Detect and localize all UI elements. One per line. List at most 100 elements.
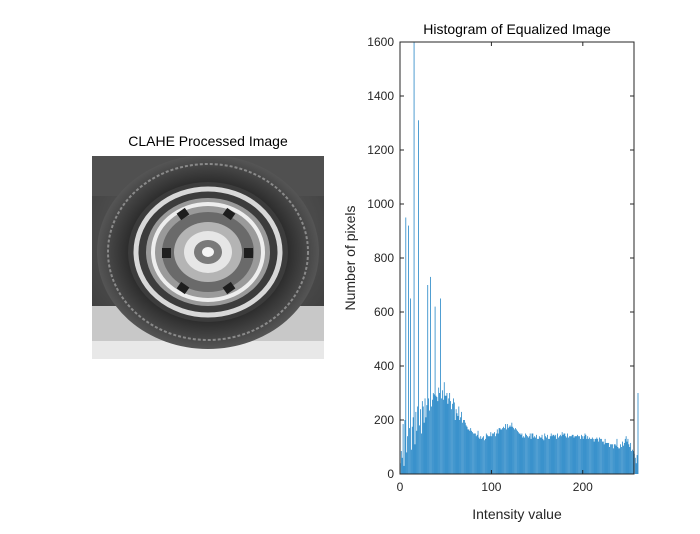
histogram-bar: [565, 436, 566, 474]
histogram-bar: [490, 432, 491, 474]
histogram-bar: [414, 42, 415, 474]
histogram-bar: [477, 435, 478, 474]
histogram-bar: [613, 448, 614, 474]
histogram-bar: [522, 434, 523, 475]
histogram-bar: [469, 431, 470, 474]
histogram-bar: [470, 428, 471, 474]
histogram-bar: [573, 435, 574, 474]
histogram-bar: [550, 436, 551, 474]
histogram-bar: [574, 438, 575, 474]
histogram-bar: [403, 424, 404, 474]
histogram-bar: [566, 438, 567, 474]
histogram-bar: [577, 435, 578, 474]
histogram-bar: [563, 435, 564, 474]
histogram-bar: [405, 218, 406, 475]
histogram-bar: [514, 429, 515, 474]
histogram-bar: [537, 439, 538, 474]
histogram-bar: [409, 428, 410, 474]
histogram-bar: [626, 436, 627, 474]
histogram-bar: [463, 420, 464, 474]
histogram-bar: [460, 417, 461, 474]
histogram-bar: [488, 436, 489, 474]
y-tick-label: 1000: [367, 197, 394, 211]
histogram-bar: [437, 401, 438, 474]
histogram-bar: [620, 444, 621, 474]
histogram-bar: [540, 438, 541, 474]
histogram-bar: [508, 428, 509, 474]
histogram-bar: [427, 285, 428, 474]
histogram-bar: [501, 429, 502, 474]
histogram-bar: [504, 428, 505, 474]
histogram-bar: [512, 423, 513, 474]
histogram-bar: [536, 435, 537, 474]
histogram-bar: [556, 439, 557, 474]
histogram-bar: [493, 434, 494, 475]
histogram-bar: [630, 443, 631, 474]
histogram-bar: [465, 423, 466, 474]
histogram-bar: [449, 393, 450, 474]
histogram-bar: [588, 439, 589, 474]
histogram-bar: [598, 442, 599, 474]
histogram-bar: [576, 436, 577, 474]
histogram-bar: [448, 404, 449, 474]
histogram-bar: [494, 432, 495, 474]
histogram-bar: [529, 436, 530, 474]
histogram-bar: [632, 450, 633, 474]
histogram-bar: [637, 455, 638, 474]
histogram-bar: [483, 436, 484, 474]
histogram-bar: [601, 439, 602, 474]
histogram-bar: [582, 436, 583, 474]
histogram-bar: [543, 439, 544, 474]
histogram-bar: [430, 277, 431, 474]
histogram-bar: [534, 436, 535, 474]
histogram-bar: [559, 436, 560, 474]
histogram-bar: [467, 427, 468, 474]
histogram-bar: [407, 436, 408, 474]
histogram-bar: [515, 428, 516, 474]
y-axis-label: Number of pixels: [342, 205, 358, 310]
histogram-bar: [638, 393, 639, 474]
histogram-bar: [585, 434, 586, 475]
y-tick-label: 200: [374, 413, 394, 427]
histogram-bar: [627, 442, 628, 474]
histogram-bar: [610, 444, 611, 474]
histogram-bar: [473, 434, 474, 475]
y-tick-label: 800: [374, 251, 394, 265]
histogram-bar: [544, 440, 545, 474]
histogram-bar: [501, 429, 502, 474]
histogram-bar: [466, 425, 467, 474]
histogram-bar: [434, 394, 435, 474]
chart-title: Histogram of Equalized Image: [423, 21, 611, 37]
histogram-bar: [547, 435, 548, 474]
histogram-bar: [512, 427, 513, 474]
histogram-bar: [590, 439, 591, 474]
histogram-bar: [475, 434, 476, 475]
histogram-bar: [560, 435, 561, 474]
histogram-bar: [450, 401, 451, 474]
histogram-bar: [431, 407, 432, 475]
histogram-bar: [578, 436, 579, 474]
histogram-bar: [420, 409, 421, 474]
histogram-bar: [629, 444, 630, 474]
histogram-bar: [471, 431, 472, 474]
histogram-bar: [592, 438, 593, 474]
histogram-bar: [607, 443, 608, 474]
histogram-bar: [472, 432, 473, 474]
histogram-bar: [562, 432, 563, 474]
histogram-bar: [608, 443, 609, 474]
histogram-bar: [554, 436, 555, 474]
histogram-bar: [435, 307, 436, 474]
histogram-bar: [509, 427, 510, 474]
histogram-bar: [432, 400, 433, 474]
histogram-bar: [517, 431, 518, 474]
histogram-bar: [506, 429, 507, 474]
histogram-bar: [587, 436, 588, 474]
histogram-bar: [474, 434, 475, 475]
histogram-bar: [621, 447, 622, 474]
histogram-bar: [558, 438, 559, 474]
histogram-bar: [436, 396, 437, 474]
x-axis-label: Intensity value: [472, 506, 562, 522]
histogram-bar: [516, 429, 517, 474]
histogram-bar: [440, 299, 441, 475]
